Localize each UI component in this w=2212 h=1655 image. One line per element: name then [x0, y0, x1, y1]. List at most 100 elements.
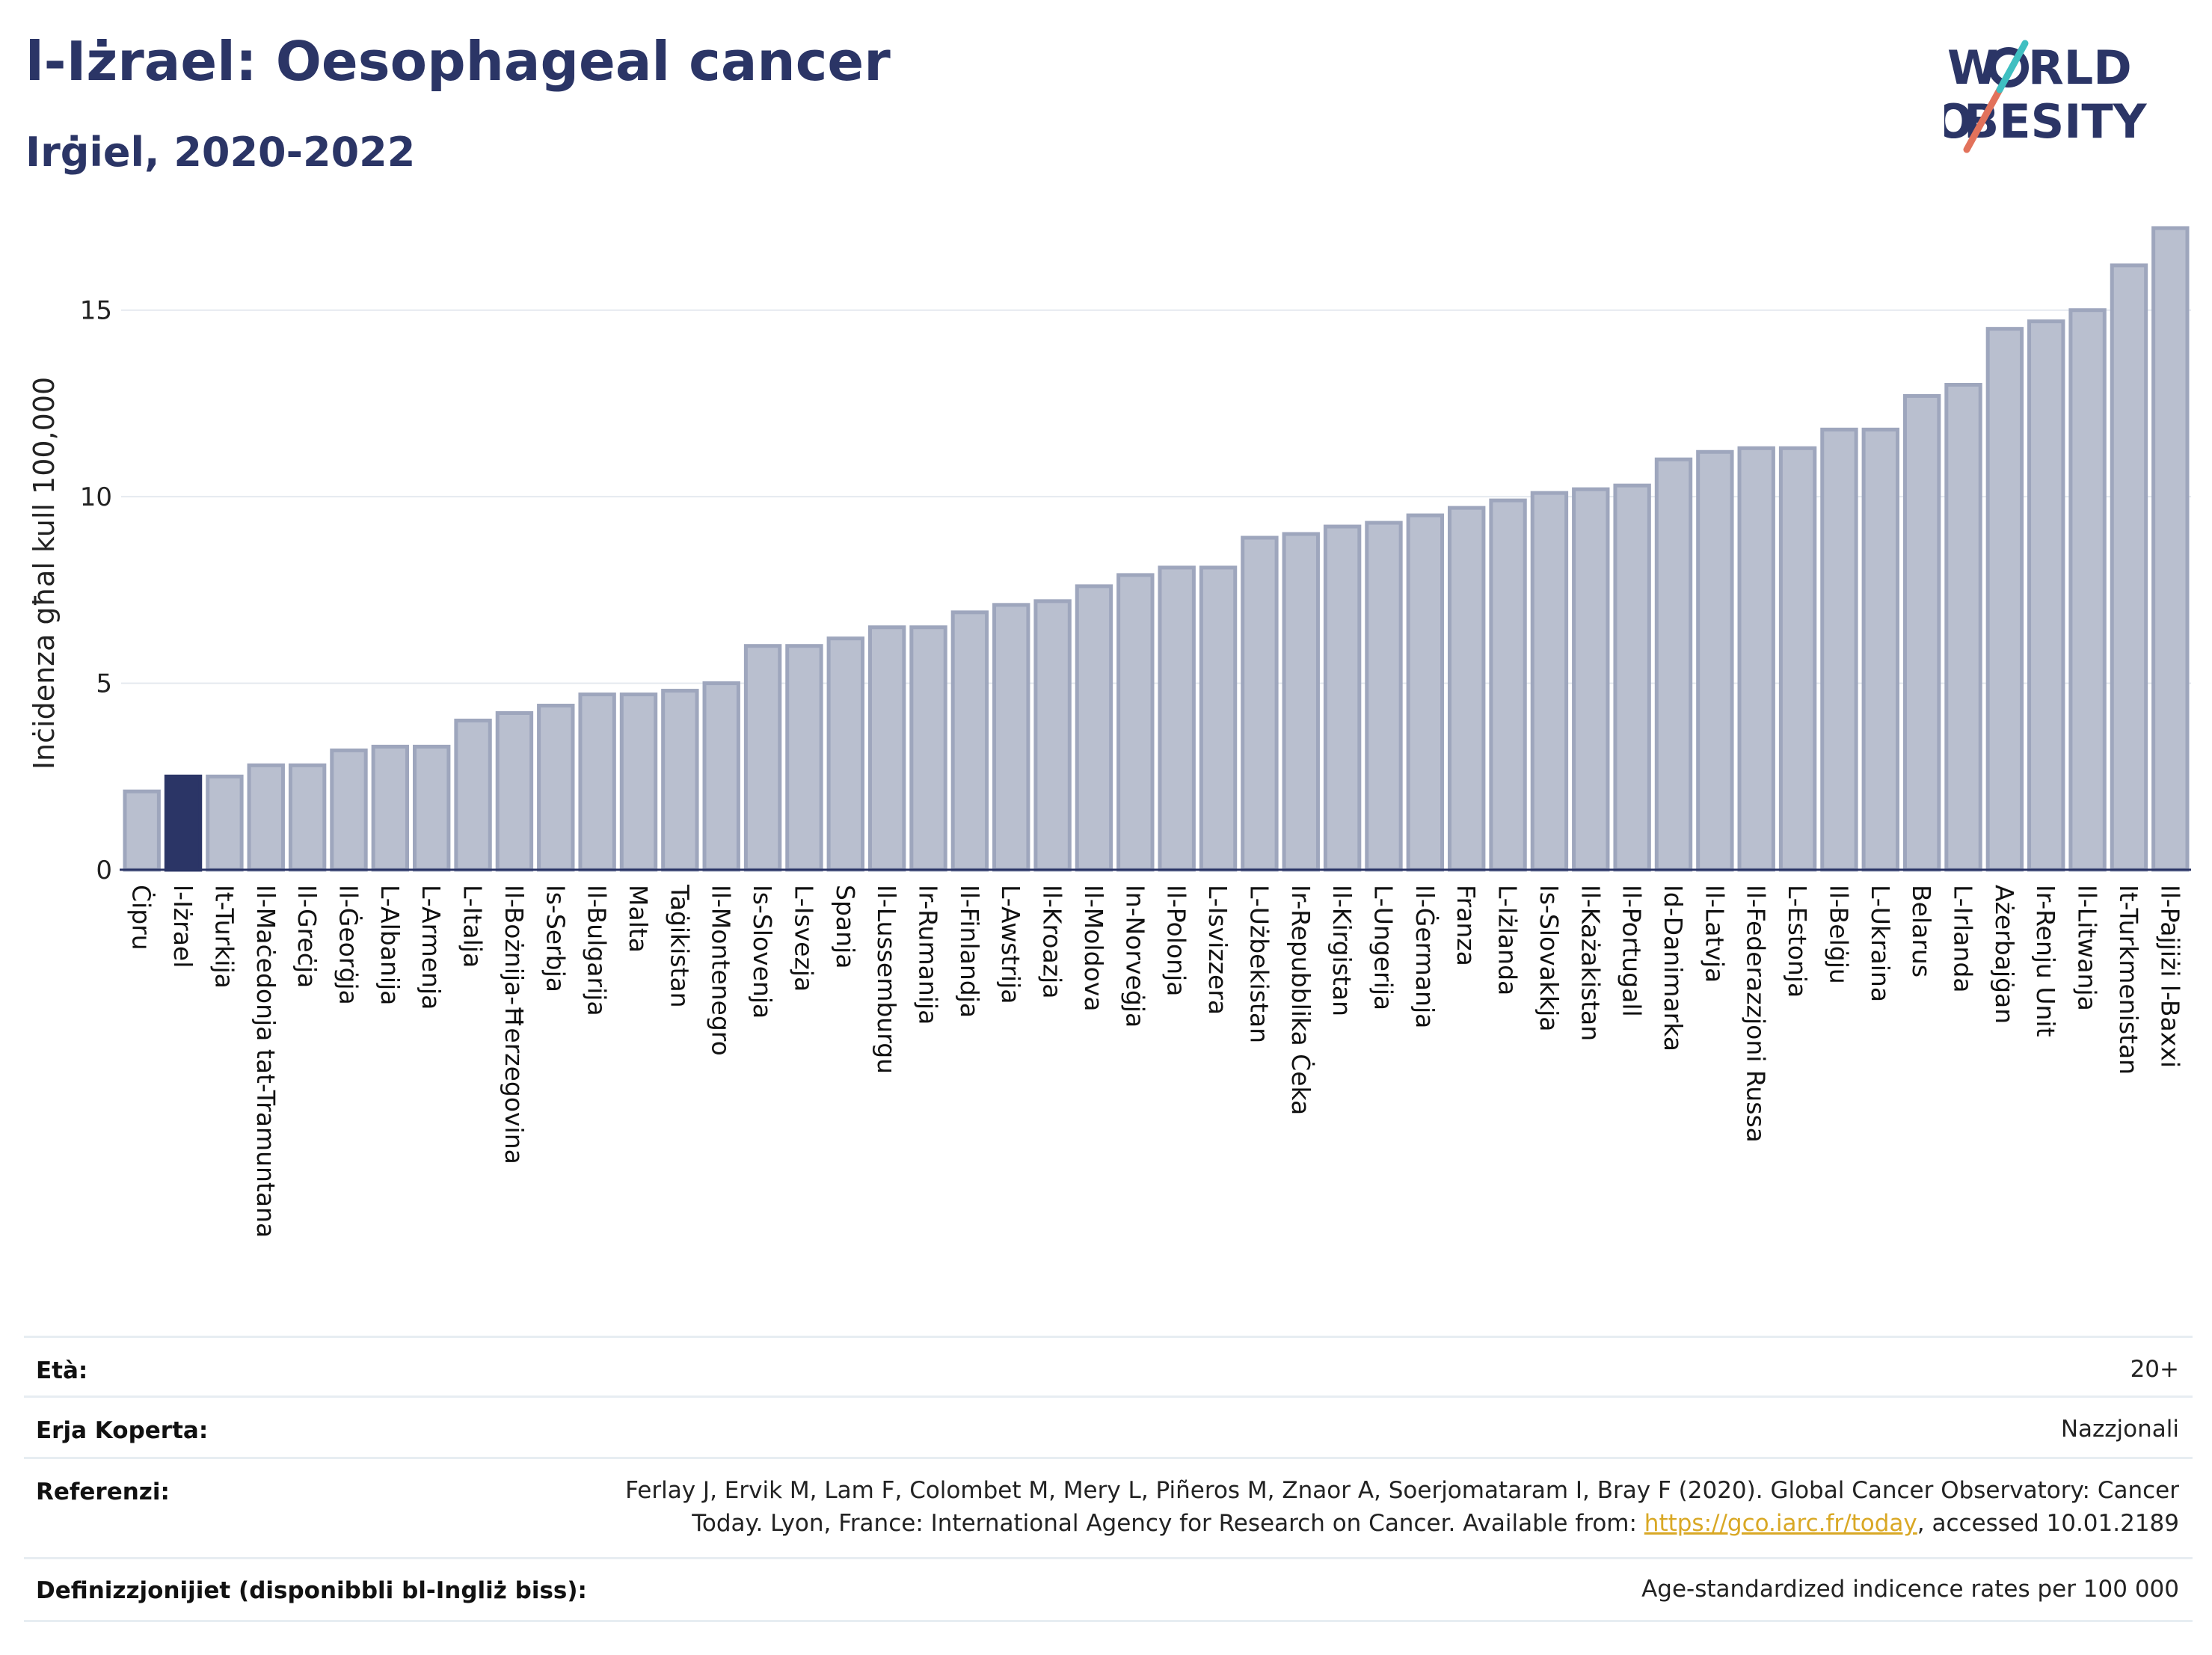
bar [1282, 532, 1320, 872]
page-subtitle: Irġiel, 2020-2022 [25, 129, 416, 176]
info-row-references: Referenzi: Ferlay J, Ervik M, Lam F, Col… [24, 1457, 2193, 1553]
x-tick-label: Ċipru [127, 885, 157, 951]
bar [702, 681, 740, 872]
x-tick-label: Il-Polonja [1162, 885, 1191, 996]
x-tick-label: l-Iżrael [168, 885, 197, 968]
age-value: 20+ [2130, 1356, 2179, 1383]
x-tick-label: Il-Każakistan [1576, 885, 1605, 1041]
x-tick-label: Is-Slovakkja [1534, 885, 1564, 1032]
bar [826, 636, 864, 872]
x-tick-label: L-Isvizzera [1203, 885, 1232, 1015]
x-tick-label: Il-Pajjiżi l-Baxxi [2155, 885, 2184, 1068]
bar [1654, 457, 1693, 872]
x-tick-label: L-Isvezja [789, 885, 818, 992]
y-tick-label: 5 [96, 669, 112, 699]
bar [413, 744, 451, 872]
bar [1696, 449, 1734, 872]
coverage-label: Erja Koperta: [36, 1417, 209, 1444]
bar-chart: 0 5 10 15 Ċipru l-Iżrael It-Turkija Il-Maċedon… [28, 226, 2191, 1238]
bar [1530, 491, 1569, 872]
y-axis-label: Inċidenza għal kull 100,000 [28, 377, 61, 770]
x-tick-label: It-Turkija [209, 885, 239, 989]
x-tick-label: Il-Finlandja [955, 885, 984, 1018]
x-tick-label: Il-Bulgarija [583, 885, 612, 1016]
x-tick-label: L-Ukraina [1866, 885, 1895, 1002]
bar [578, 693, 616, 872]
x-tick-label: Il-Ġermanja [1410, 885, 1440, 1028]
age-label: Età: [36, 1357, 88, 1384]
info-row-age: Età: 20+ [24, 1336, 2193, 1398]
bar [785, 644, 823, 872]
y-axis-ticks: 0 5 10 15 [80, 296, 112, 885]
x-tick-label: Ir-Rumanija [914, 885, 943, 1025]
x-tick-label: Il-Latvja [1700, 885, 1729, 983]
x-tick-label: Il-Montenegro [707, 885, 736, 1056]
x-tick-label: Il-Portugall [1617, 885, 1647, 1017]
x-tick-label: Il-Belġju [1824, 885, 1853, 984]
bar [2027, 319, 2065, 872]
bar [330, 748, 368, 872]
x-tick-label: Il-Bożnija-Ħerzegovina [500, 885, 529, 1164]
bar [743, 644, 782, 872]
bar [1572, 487, 1610, 872]
x-tick-label: Il-Kirgistan [1327, 885, 1357, 1016]
x-tick-label: It-Turkmenistan [2114, 885, 2143, 1075]
bar [1158, 565, 1196, 872]
bar [1613, 483, 1651, 872]
bar [1985, 327, 2024, 872]
x-tick-label: L-Ungerija [1368, 885, 1398, 1010]
bar [1861, 427, 1899, 872]
x-tick-label: Spanja [831, 885, 860, 968]
x-tick-label: Il-Moldova [1079, 885, 1108, 1012]
bar [867, 625, 906, 872]
x-tick-label: Il-Litwanja [2073, 885, 2102, 1011]
bar [1489, 498, 1527, 872]
bar [1820, 427, 1858, 872]
x-tick-label: Il-Greċja [292, 885, 322, 988]
x-tick-label: L-Estonja [1783, 885, 1812, 998]
x-tick-label: Il-Ġeorġja [334, 885, 363, 1005]
x-tick-label: Il-Federazzjoni Russa [1742, 885, 1771, 1143]
bar [1365, 521, 1403, 872]
bar [1241, 535, 1279, 872]
x-tick-label: L-Armenja [417, 885, 446, 1010]
bar [454, 718, 492, 872]
bar [1033, 599, 1072, 872]
bar [2068, 308, 2107, 872]
bar [992, 603, 1030, 872]
x-tick-label: Is-Serbja [541, 885, 570, 992]
x-tick-label: L-Iżlanda [1493, 885, 1523, 995]
x-tick-label: Belarus [1907, 885, 1936, 977]
bars [123, 226, 2190, 872]
x-tick-label: Franza [1451, 885, 1481, 966]
x-tick-label: L-Albanija [375, 885, 405, 1005]
bar [123, 789, 161, 872]
x-tick-label: Ażerbajġan [1990, 885, 2019, 1024]
bar [950, 610, 989, 872]
x-tick-label: Il-Lussemburgu [872, 885, 901, 1074]
x-tick-label: L-Irlanda [1949, 885, 1978, 993]
divider [24, 1620, 2193, 1622]
bar [537, 704, 575, 872]
references-line-2: Today. Lyon, France: International Agenc… [692, 1510, 2179, 1537]
bar [206, 774, 244, 872]
bar [1902, 393, 1941, 872]
x-tick-label: Malta [624, 885, 653, 953]
bar [1944, 382, 1982, 872]
bar [2110, 263, 2148, 872]
definitions-value: Age-standardized indicence rates per 100… [1641, 1576, 2179, 1603]
references-link[interactable]: https://gco.iarc.fr/today [1644, 1510, 1917, 1537]
info-row-coverage: Erja Koperta: Nazzjonali [24, 1395, 2193, 1458]
bar [1199, 565, 1238, 872]
x-tick-label: Il-Kroazja [1038, 885, 1067, 998]
x-tick-label: L-Użbekistan [1244, 885, 1274, 1043]
bar [661, 689, 699, 872]
x-tick-label: Id-Danimarka [1659, 885, 1688, 1051]
y-tick-label: 10 [80, 482, 112, 512]
bar [1448, 506, 1486, 872]
bar [1323, 524, 1362, 872]
x-tick-label: In-Norveġja [1120, 885, 1149, 1028]
x-tick-label: Ir-Repubblika Ċeka [1286, 885, 1316, 1115]
world-obesity-logo: W RLD BESITY O [1944, 40, 2148, 153]
x-axis-labels: Ċipru l-Iżrael It-Turkija Il-Maċedonja tat-… [127, 884, 2185, 1238]
